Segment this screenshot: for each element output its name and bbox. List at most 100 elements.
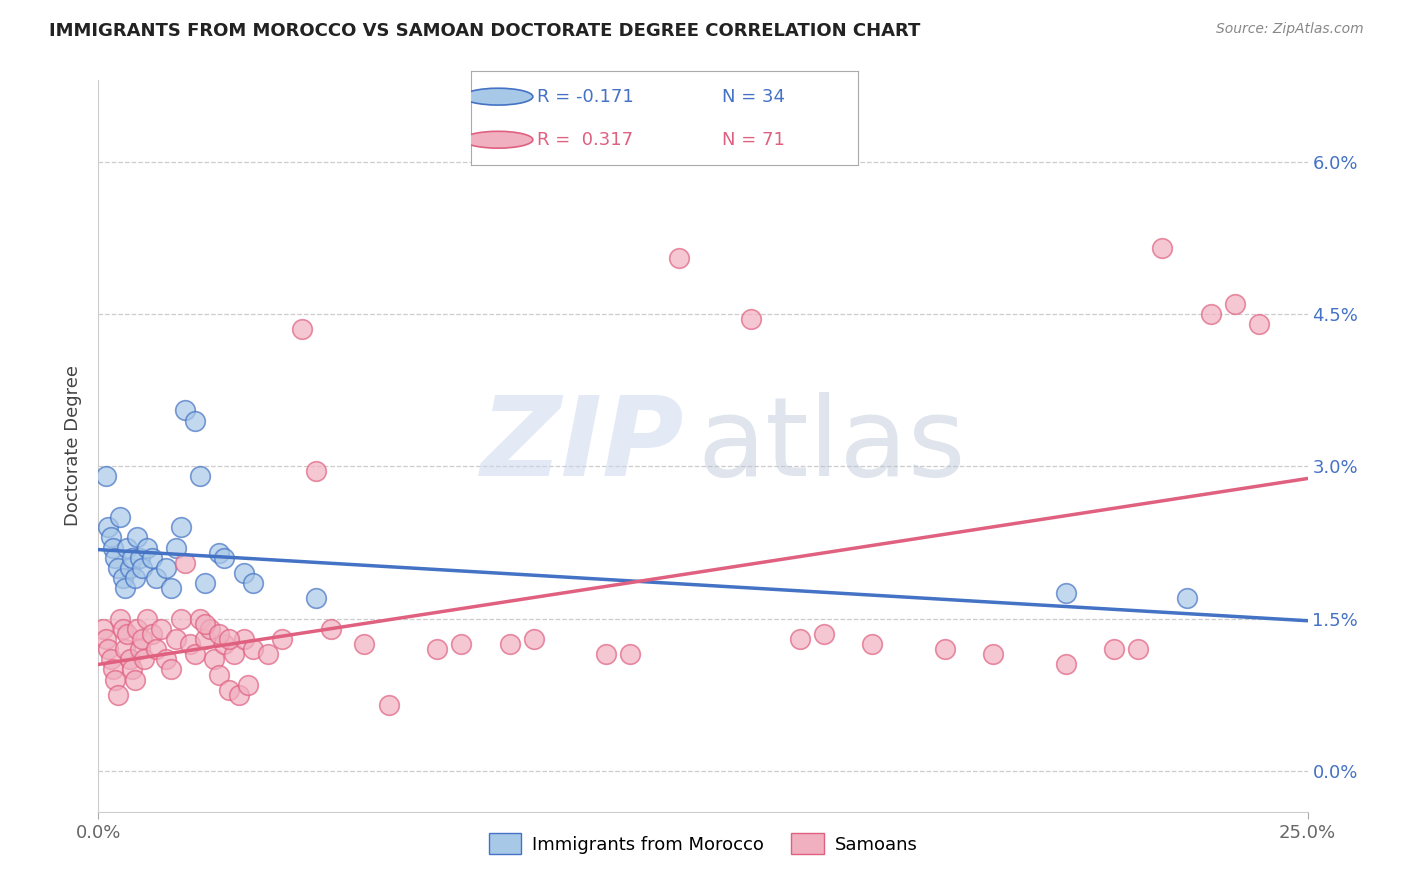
- Text: R = -0.171: R = -0.171: [537, 87, 634, 105]
- Point: [174, 556, 197, 570]
- Text: R =  0.317: R = 0.317: [537, 131, 633, 149]
- Point: [141, 627, 163, 641]
- Point: [108, 510, 131, 524]
- Point: [94, 632, 117, 646]
- Point: [498, 637, 520, 651]
- Point: [97, 520, 120, 534]
- Point: [740, 312, 762, 326]
- Point: [108, 612, 131, 626]
- Legend: Immigrants from Morocco, Samoans: Immigrants from Morocco, Samoans: [481, 826, 925, 861]
- Point: [194, 576, 217, 591]
- Point: [107, 688, 129, 702]
- Point: [94, 469, 117, 483]
- Point: [134, 652, 156, 666]
- Point: [135, 612, 157, 626]
- Point: [208, 667, 231, 681]
- Point: [165, 632, 187, 646]
- Point: [91, 622, 114, 636]
- Point: [934, 642, 956, 657]
- Point: [184, 414, 207, 428]
- Circle shape: [464, 131, 533, 148]
- Point: [114, 581, 136, 595]
- Point: [100, 652, 122, 666]
- Y-axis label: Doctorate Degree: Doctorate Degree: [65, 366, 83, 526]
- Point: [305, 591, 328, 606]
- Point: [377, 698, 399, 712]
- Point: [194, 632, 217, 646]
- Point: [1128, 642, 1150, 657]
- Point: [118, 561, 141, 575]
- Point: [1199, 307, 1222, 321]
- Text: Source: ZipAtlas.com: Source: ZipAtlas.com: [1216, 22, 1364, 37]
- Point: [319, 622, 342, 636]
- Point: [117, 627, 139, 641]
- Point: [595, 647, 617, 661]
- Point: [97, 642, 120, 657]
- Point: [212, 550, 235, 565]
- Point: [1175, 591, 1198, 606]
- Point: [100, 530, 122, 544]
- Point: [135, 541, 157, 555]
- Point: [145, 571, 167, 585]
- Point: [118, 652, 141, 666]
- Circle shape: [464, 88, 533, 105]
- Point: [290, 322, 312, 336]
- Text: N = 71: N = 71: [723, 131, 785, 149]
- Point: [305, 464, 328, 478]
- Point: [204, 652, 226, 666]
- Point: [1054, 657, 1077, 672]
- Point: [218, 682, 240, 697]
- Point: [114, 642, 136, 657]
- Point: [101, 541, 124, 555]
- Point: [127, 530, 149, 544]
- Point: [101, 663, 124, 677]
- Point: [1054, 586, 1077, 600]
- Point: [981, 647, 1004, 661]
- Point: [208, 627, 231, 641]
- Point: [198, 622, 221, 636]
- Point: [228, 688, 250, 702]
- Point: [238, 678, 260, 692]
- Point: [174, 403, 197, 417]
- Point: [111, 571, 134, 585]
- Point: [353, 637, 375, 651]
- Point: [179, 637, 201, 651]
- Point: [141, 550, 163, 565]
- Point: [128, 642, 150, 657]
- Point: [271, 632, 294, 646]
- Point: [232, 632, 254, 646]
- Point: [131, 632, 153, 646]
- Point: [1223, 297, 1246, 311]
- Point: [789, 632, 811, 646]
- Point: [860, 637, 883, 651]
- Text: IMMIGRANTS FROM MOROCCO VS SAMOAN DOCTORATE DEGREE CORRELATION CHART: IMMIGRANTS FROM MOROCCO VS SAMOAN DOCTOR…: [49, 22, 921, 40]
- Point: [169, 520, 191, 534]
- Point: [813, 627, 835, 641]
- Point: [165, 541, 187, 555]
- Point: [242, 642, 264, 657]
- Point: [121, 663, 143, 677]
- Point: [1152, 241, 1174, 255]
- Point: [104, 673, 127, 687]
- Point: [150, 622, 173, 636]
- Point: [194, 616, 217, 631]
- Point: [160, 581, 183, 595]
- Text: N = 34: N = 34: [723, 87, 786, 105]
- Point: [1102, 642, 1125, 657]
- Point: [124, 571, 146, 585]
- Point: [450, 637, 472, 651]
- Point: [619, 647, 641, 661]
- Point: [155, 561, 177, 575]
- Point: [232, 566, 254, 580]
- Point: [124, 673, 146, 687]
- Point: [184, 647, 207, 661]
- Point: [222, 647, 245, 661]
- Point: [107, 561, 129, 575]
- Point: [668, 251, 690, 265]
- Point: [104, 550, 127, 565]
- Point: [188, 469, 211, 483]
- Point: [127, 622, 149, 636]
- Point: [523, 632, 546, 646]
- Text: ZIP: ZIP: [481, 392, 685, 500]
- Point: [208, 546, 231, 560]
